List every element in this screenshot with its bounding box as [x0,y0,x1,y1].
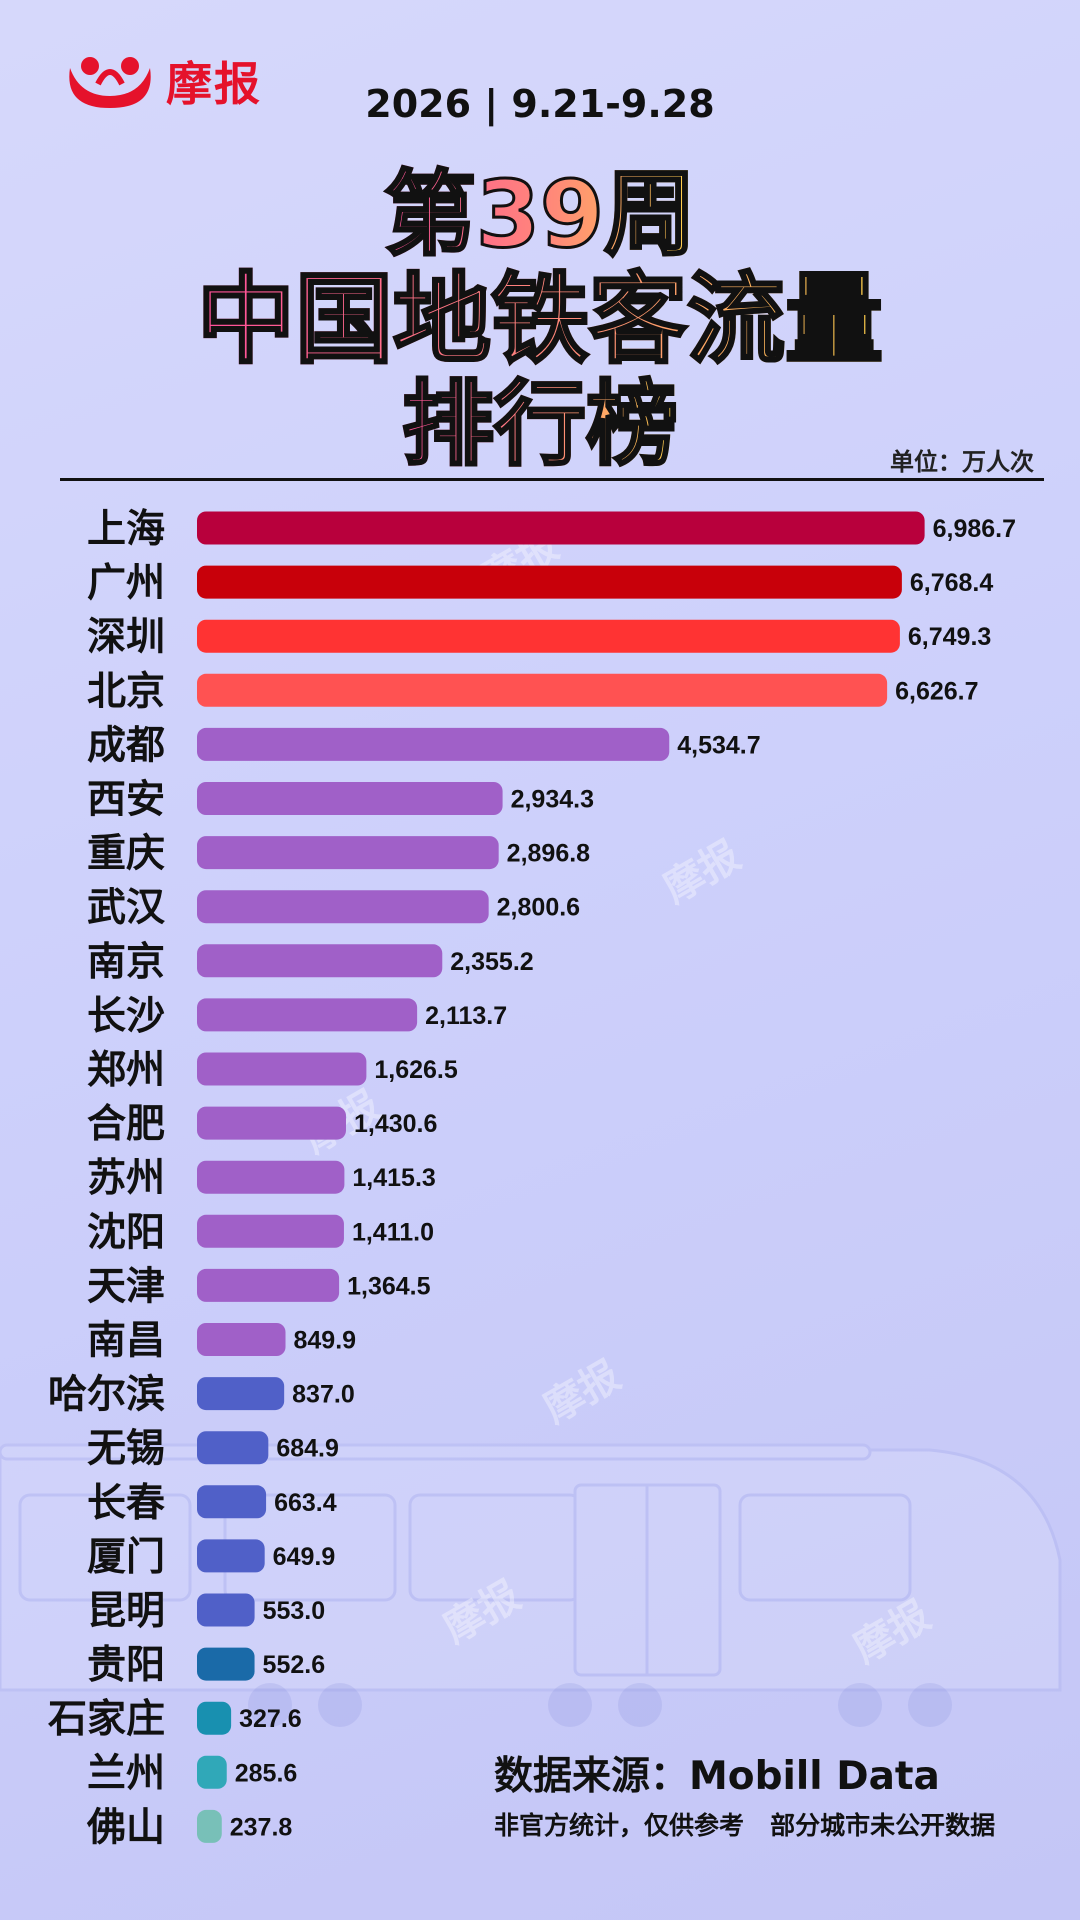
bar [197,1755,227,1789]
bar [197,1160,345,1194]
value-label: 552.6 [263,1651,326,1679]
category-label: 长春 [87,1481,165,1526]
value-label: 663.4 [274,1489,337,1517]
value-label: 6,749.3 [908,623,991,651]
value-label: 684.9 [276,1435,339,1463]
category-label: 南昌 [87,1319,165,1364]
category-label: 武汉 [87,886,166,931]
title-week: 第39周 [382,160,697,270]
unit-label: 单位：万人次 [890,448,1034,476]
category-label: 佛山 [86,1805,165,1850]
bar [197,1106,346,1140]
bar [197,1539,265,1573]
title-ranking: 排行榜 [400,370,679,480]
value-label: 6,626.7 [895,677,978,705]
value-label: 327.6 [239,1705,302,1733]
value-label: 553.0 [263,1597,326,1625]
value-label: 837.0 [292,1381,355,1409]
value-label: 285.6 [235,1759,298,1787]
category-label: 贵阳 [87,1643,165,1688]
disclaimer-note: 非官方统计，仅供参考 部分城市未公开数据 [494,1811,996,1840]
category-label: 厦门 [87,1535,165,1580]
category-label: 重庆 [87,832,165,877]
bar [197,1431,269,1465]
value-label: 1,626.5 [374,1056,458,1084]
category-label: 沈阳 [87,1210,165,1255]
bar [197,836,499,870]
value-label: 849.9 [294,1327,357,1355]
bar [197,1323,286,1356]
date-range: 2026 | 9.21-9.28 [365,82,715,126]
category-label: 哈尔滨 [48,1373,165,1418]
category-label: 西安 [87,778,165,823]
value-label: 2,355.2 [450,948,533,976]
value-label: 2,934.3 [511,786,594,814]
bar [197,1701,232,1735]
bar [197,1377,285,1411]
bar [197,1268,340,1302]
bar [197,1214,344,1248]
bar [197,565,902,599]
value-label: 1,411.0 [352,1218,434,1246]
value-label: 1,415.3 [352,1164,435,1192]
value-label: 6,768.4 [910,569,994,597]
value-label: 4,534.7 [677,731,760,759]
category-label: 上海 [87,507,165,552]
value-label: 2,800.6 [497,894,580,922]
bar [197,998,418,1032]
category-label: 昆明 [87,1589,165,1634]
bar [197,511,925,545]
bar [197,619,900,653]
value-label: 649.9 [273,1543,336,1571]
bar [197,1647,255,1681]
category-label: 苏州 [87,1156,165,1201]
bar [197,727,670,761]
category-label: 郑州 [87,1048,165,1093]
title-main: 中国地铁客流量 [195,262,884,379]
brand-logo-icon [69,57,151,108]
brand-logo-text: 摩报 [166,57,262,111]
category-label: 南京 [87,940,165,985]
category-label: 无锡 [87,1427,165,1472]
value-label: 6,986.7 [933,515,1016,543]
brand-logo: 摩报 [60,48,262,114]
bar [197,944,443,978]
bar [197,890,489,924]
category-label: 深圳 [87,615,165,660]
bar [197,1485,267,1519]
value-label: 237.8 [230,1813,293,1841]
bar [197,782,503,815]
category-label: 天津 [87,1264,165,1309]
bar [197,1809,222,1843]
category-label: 广州 [87,561,165,606]
category-label: 兰州 [87,1751,165,1796]
bar [197,1593,255,1627]
bar [197,1052,367,1086]
category-label: 合肥 [87,1102,165,1147]
value-label: 2,896.8 [507,840,591,868]
category-label: 长沙 [87,994,165,1039]
category-label: 北京 [87,669,165,714]
category-label: 石家庄 [47,1697,165,1742]
header-divider [60,478,1044,481]
value-label: 1,364.5 [347,1272,431,1300]
bar [197,673,888,707]
value-label: 2,113.7 [425,1002,507,1030]
category-label: 成都 [87,723,165,768]
value-label: 1,430.6 [354,1110,437,1138]
data-source: 数据来源：Mobill Data [494,1754,940,1799]
